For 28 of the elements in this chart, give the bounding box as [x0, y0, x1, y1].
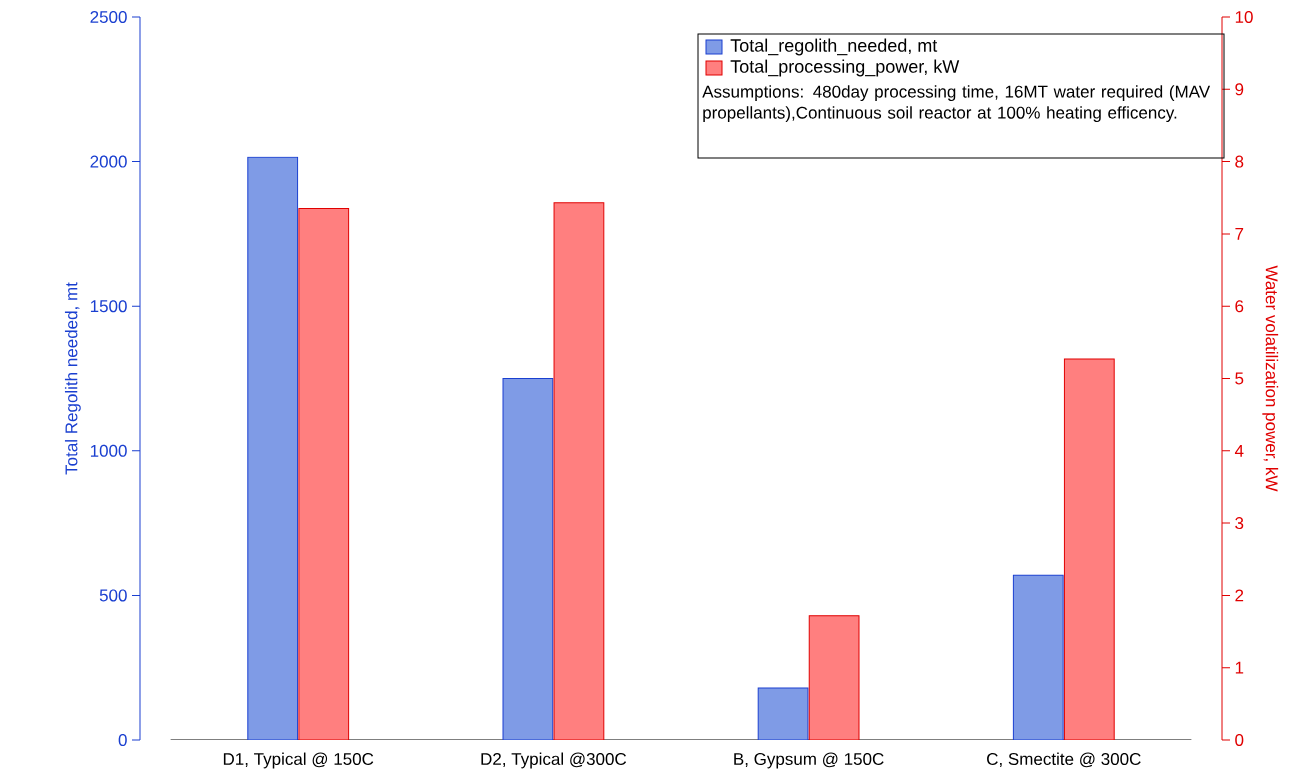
y2-tick-label: 9	[1235, 83, 1244, 96]
y2-tick-label: 2	[1235, 589, 1244, 602]
y-tick-label: 1000	[90, 444, 127, 457]
y-tick-label: 500	[99, 589, 127, 602]
bar	[1063, 358, 1115, 740]
y2-tick-label: 10	[1235, 10, 1253, 24]
x-tick-label: B, Gypsum @ 150C	[734, 752, 884, 769]
annotation: Assumptions: 480day processing time, 16MT water required (MAV propellants),Continuous soil reactor at 100% heating efficency.	[702, 85, 1211, 123]
bar	[808, 615, 860, 740]
y-tick-label: 2000	[90, 155, 127, 168]
y2-tick-label: 1	[1235, 661, 1244, 674]
y2-tick-label: 5	[1235, 372, 1244, 385]
y-tick-label: 1500	[90, 300, 127, 313]
y2-tick-label: 7	[1235, 228, 1244, 240]
y-tick-label: 2500	[90, 10, 127, 24]
y2-tick-label: 3	[1235, 517, 1244, 530]
y2-tick-label: 8	[1235, 155, 1244, 168]
y2-axis-title: Water volatilization power, kW	[1262, 265, 1279, 492]
y2-tick-label: 0	[1235, 733, 1244, 747]
legend-label: Total_processing_power, kW	[730, 59, 960, 77]
y2-tick-label: 6	[1235, 300, 1244, 313]
x-tick-label: C, Smectite @ 300C	[987, 752, 1141, 768]
legend-label: Total_regolith_needed, mt	[730, 38, 938, 56]
y-tick-label: 0	[118, 733, 127, 747]
y-axis-title: Total Regolith needed, mt	[64, 282, 81, 475]
x-tick-label: D2, Typical @300C	[481, 752, 627, 769]
y2-tick-label: 4	[1234, 444, 1244, 457]
x-tick-label: D1, Typical @ 150C	[223, 752, 374, 769]
